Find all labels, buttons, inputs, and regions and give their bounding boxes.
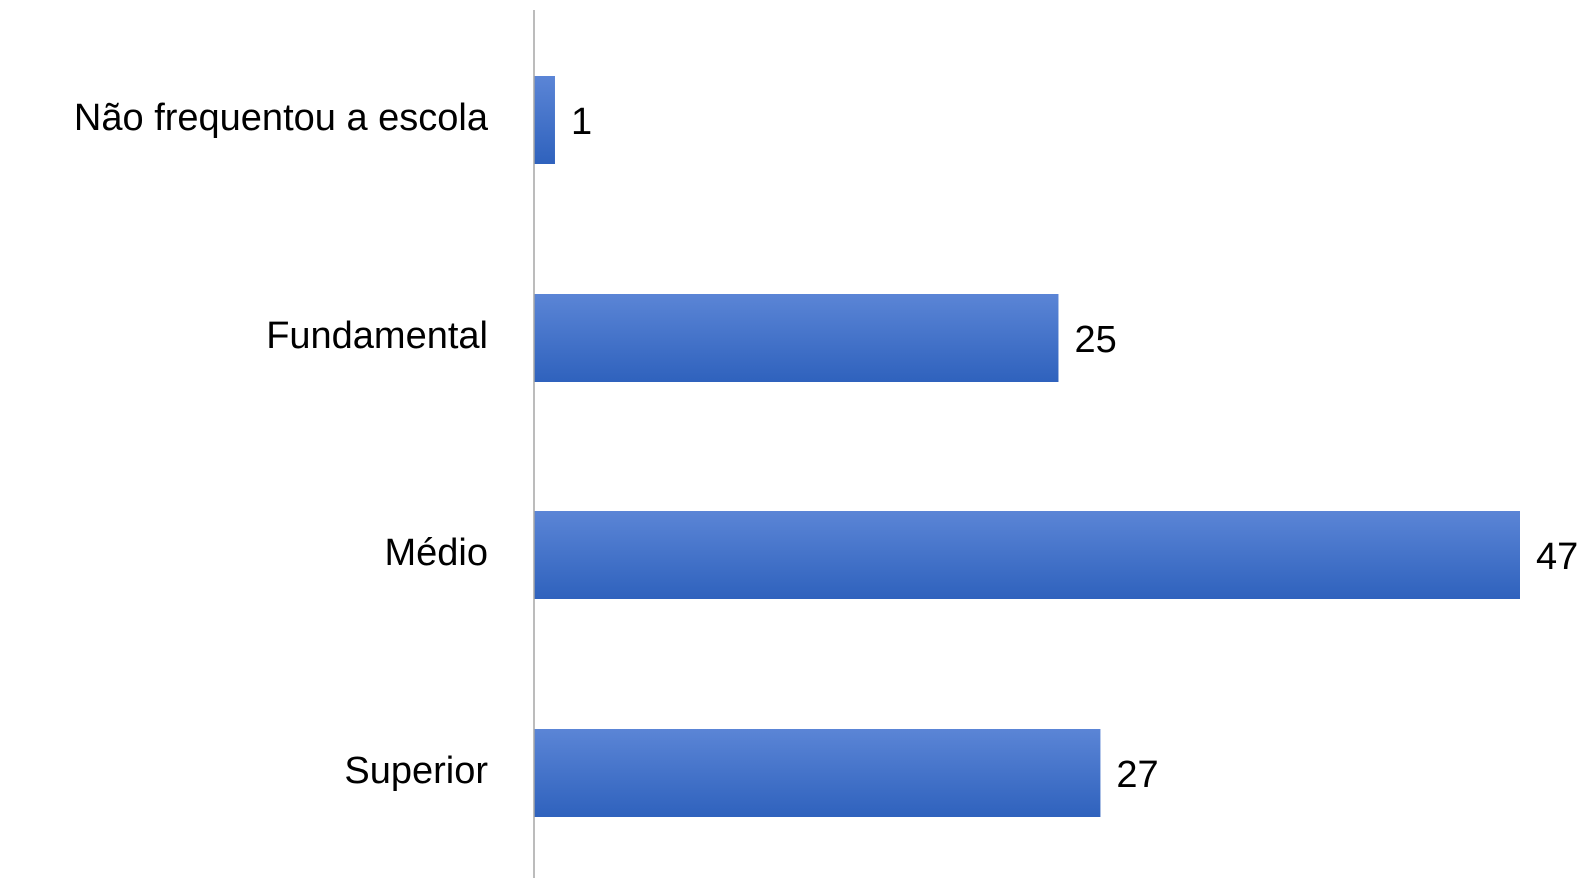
bar-2 (534, 511, 1520, 599)
value-label: 25 (1074, 319, 1116, 361)
value-label: 27 (1116, 754, 1158, 796)
bar-3 (534, 729, 1101, 817)
value-label: 1 (571, 101, 592, 143)
category-label: Médio (385, 532, 489, 574)
bar-1 (534, 294, 1059, 382)
category-label: Não frequentou a escola (74, 97, 489, 139)
bars-layer (534, 76, 1520, 817)
category-label: Superior (344, 750, 488, 792)
labels-layer: Não frequentou a escola 1 Fundamental 25 Méd… (74, 97, 1578, 796)
value-label: 47 (1536, 536, 1578, 578)
bar-0 (534, 76, 555, 164)
category-label: Fundamental (266, 315, 488, 357)
